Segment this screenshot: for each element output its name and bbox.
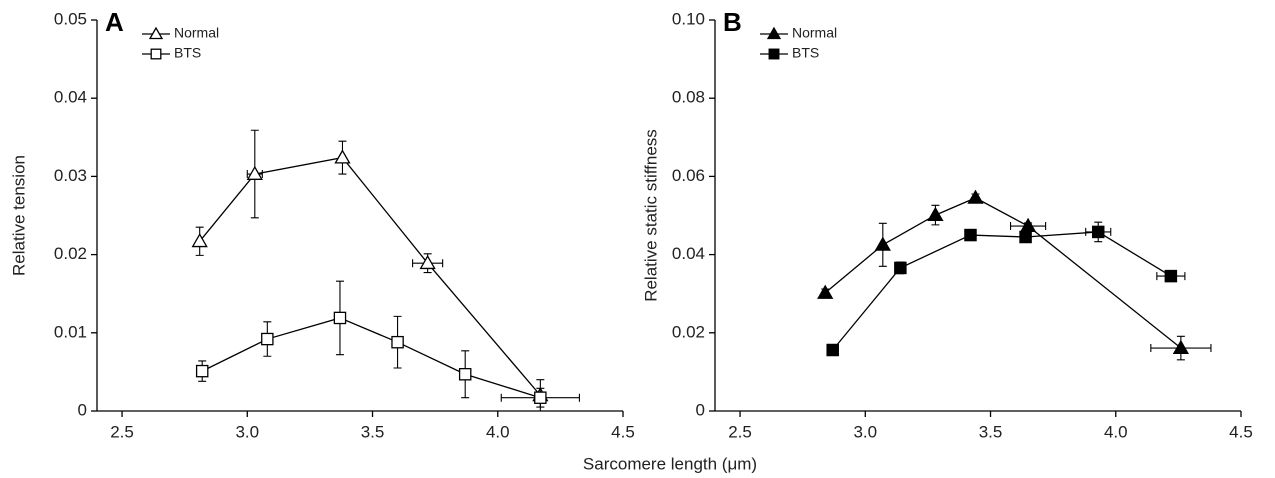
legend-label: Normal <box>174 25 219 41</box>
legend-marker <box>766 26 782 40</box>
marker <box>1164 269 1178 283</box>
y-tick-label: 0 <box>696 400 705 419</box>
series-line <box>824 197 1182 349</box>
series-line <box>199 156 541 396</box>
legend-label: Normal <box>792 25 837 41</box>
series-line <box>832 231 1172 351</box>
marker <box>534 391 547 404</box>
x-axis-label: Sarcomere length (μm) <box>583 454 757 473</box>
legend-label: BTS <box>792 45 819 61</box>
marker <box>191 232 208 248</box>
x-tick-label: 2.5 <box>728 422 752 441</box>
legend-marker <box>768 48 780 60</box>
panel-label: A <box>105 7 124 37</box>
x-tick-label: 3.5 <box>979 422 1003 441</box>
x-tick-label: 4.5 <box>611 422 635 441</box>
marker <box>334 149 351 164</box>
marker <box>419 254 436 270</box>
marker <box>1091 225 1105 239</box>
panel-label: B <box>723 7 742 37</box>
y-tick-label: 0.03 <box>54 166 87 185</box>
marker <box>874 236 891 251</box>
marker <box>967 189 984 204</box>
marker <box>826 343 839 357</box>
marker <box>458 367 472 381</box>
marker <box>261 332 274 346</box>
y-axis-label: Relative tension <box>9 155 28 276</box>
y-tick-label: 0.10 <box>672 9 705 28</box>
y-tick-label: 0.08 <box>672 88 705 107</box>
x-tick-label: 3.0 <box>235 422 259 441</box>
legend-marker <box>150 48 162 60</box>
marker <box>927 206 944 222</box>
x-tick-label: 4.0 <box>1104 422 1128 441</box>
y-tick-label: 0 <box>78 400 87 419</box>
marker <box>1019 217 1037 232</box>
marker <box>1019 230 1032 244</box>
y-tick-label: 0.04 <box>672 244 705 263</box>
x-tick-label: 3.5 <box>361 422 385 441</box>
x-tick-label: 3.0 <box>853 422 877 441</box>
x-tick-label: 4.0 <box>486 422 510 441</box>
marker <box>1172 339 1190 354</box>
legend-marker <box>148 26 164 40</box>
y-axis-label: Relative static stiffness <box>641 129 660 302</box>
marker <box>246 165 263 180</box>
y-tick-label: 0.06 <box>672 166 705 185</box>
y-tick-label: 0.04 <box>54 88 87 107</box>
marker <box>964 228 977 242</box>
y-tick-label: 0.05 <box>54 9 87 28</box>
marker <box>195 364 209 378</box>
y-tick-label: 0.02 <box>672 322 705 341</box>
x-tick-label: 2.5 <box>110 422 134 441</box>
y-tick-label: 0.02 <box>54 244 87 263</box>
marker <box>894 261 907 275</box>
x-tick-label: 4.5 <box>1229 422 1253 441</box>
y-tick-label: 0.01 <box>54 322 87 341</box>
marker <box>333 311 347 325</box>
marker <box>817 284 834 299</box>
series-line <box>201 317 541 399</box>
marker <box>391 335 404 349</box>
legend-label: BTS <box>174 45 201 61</box>
